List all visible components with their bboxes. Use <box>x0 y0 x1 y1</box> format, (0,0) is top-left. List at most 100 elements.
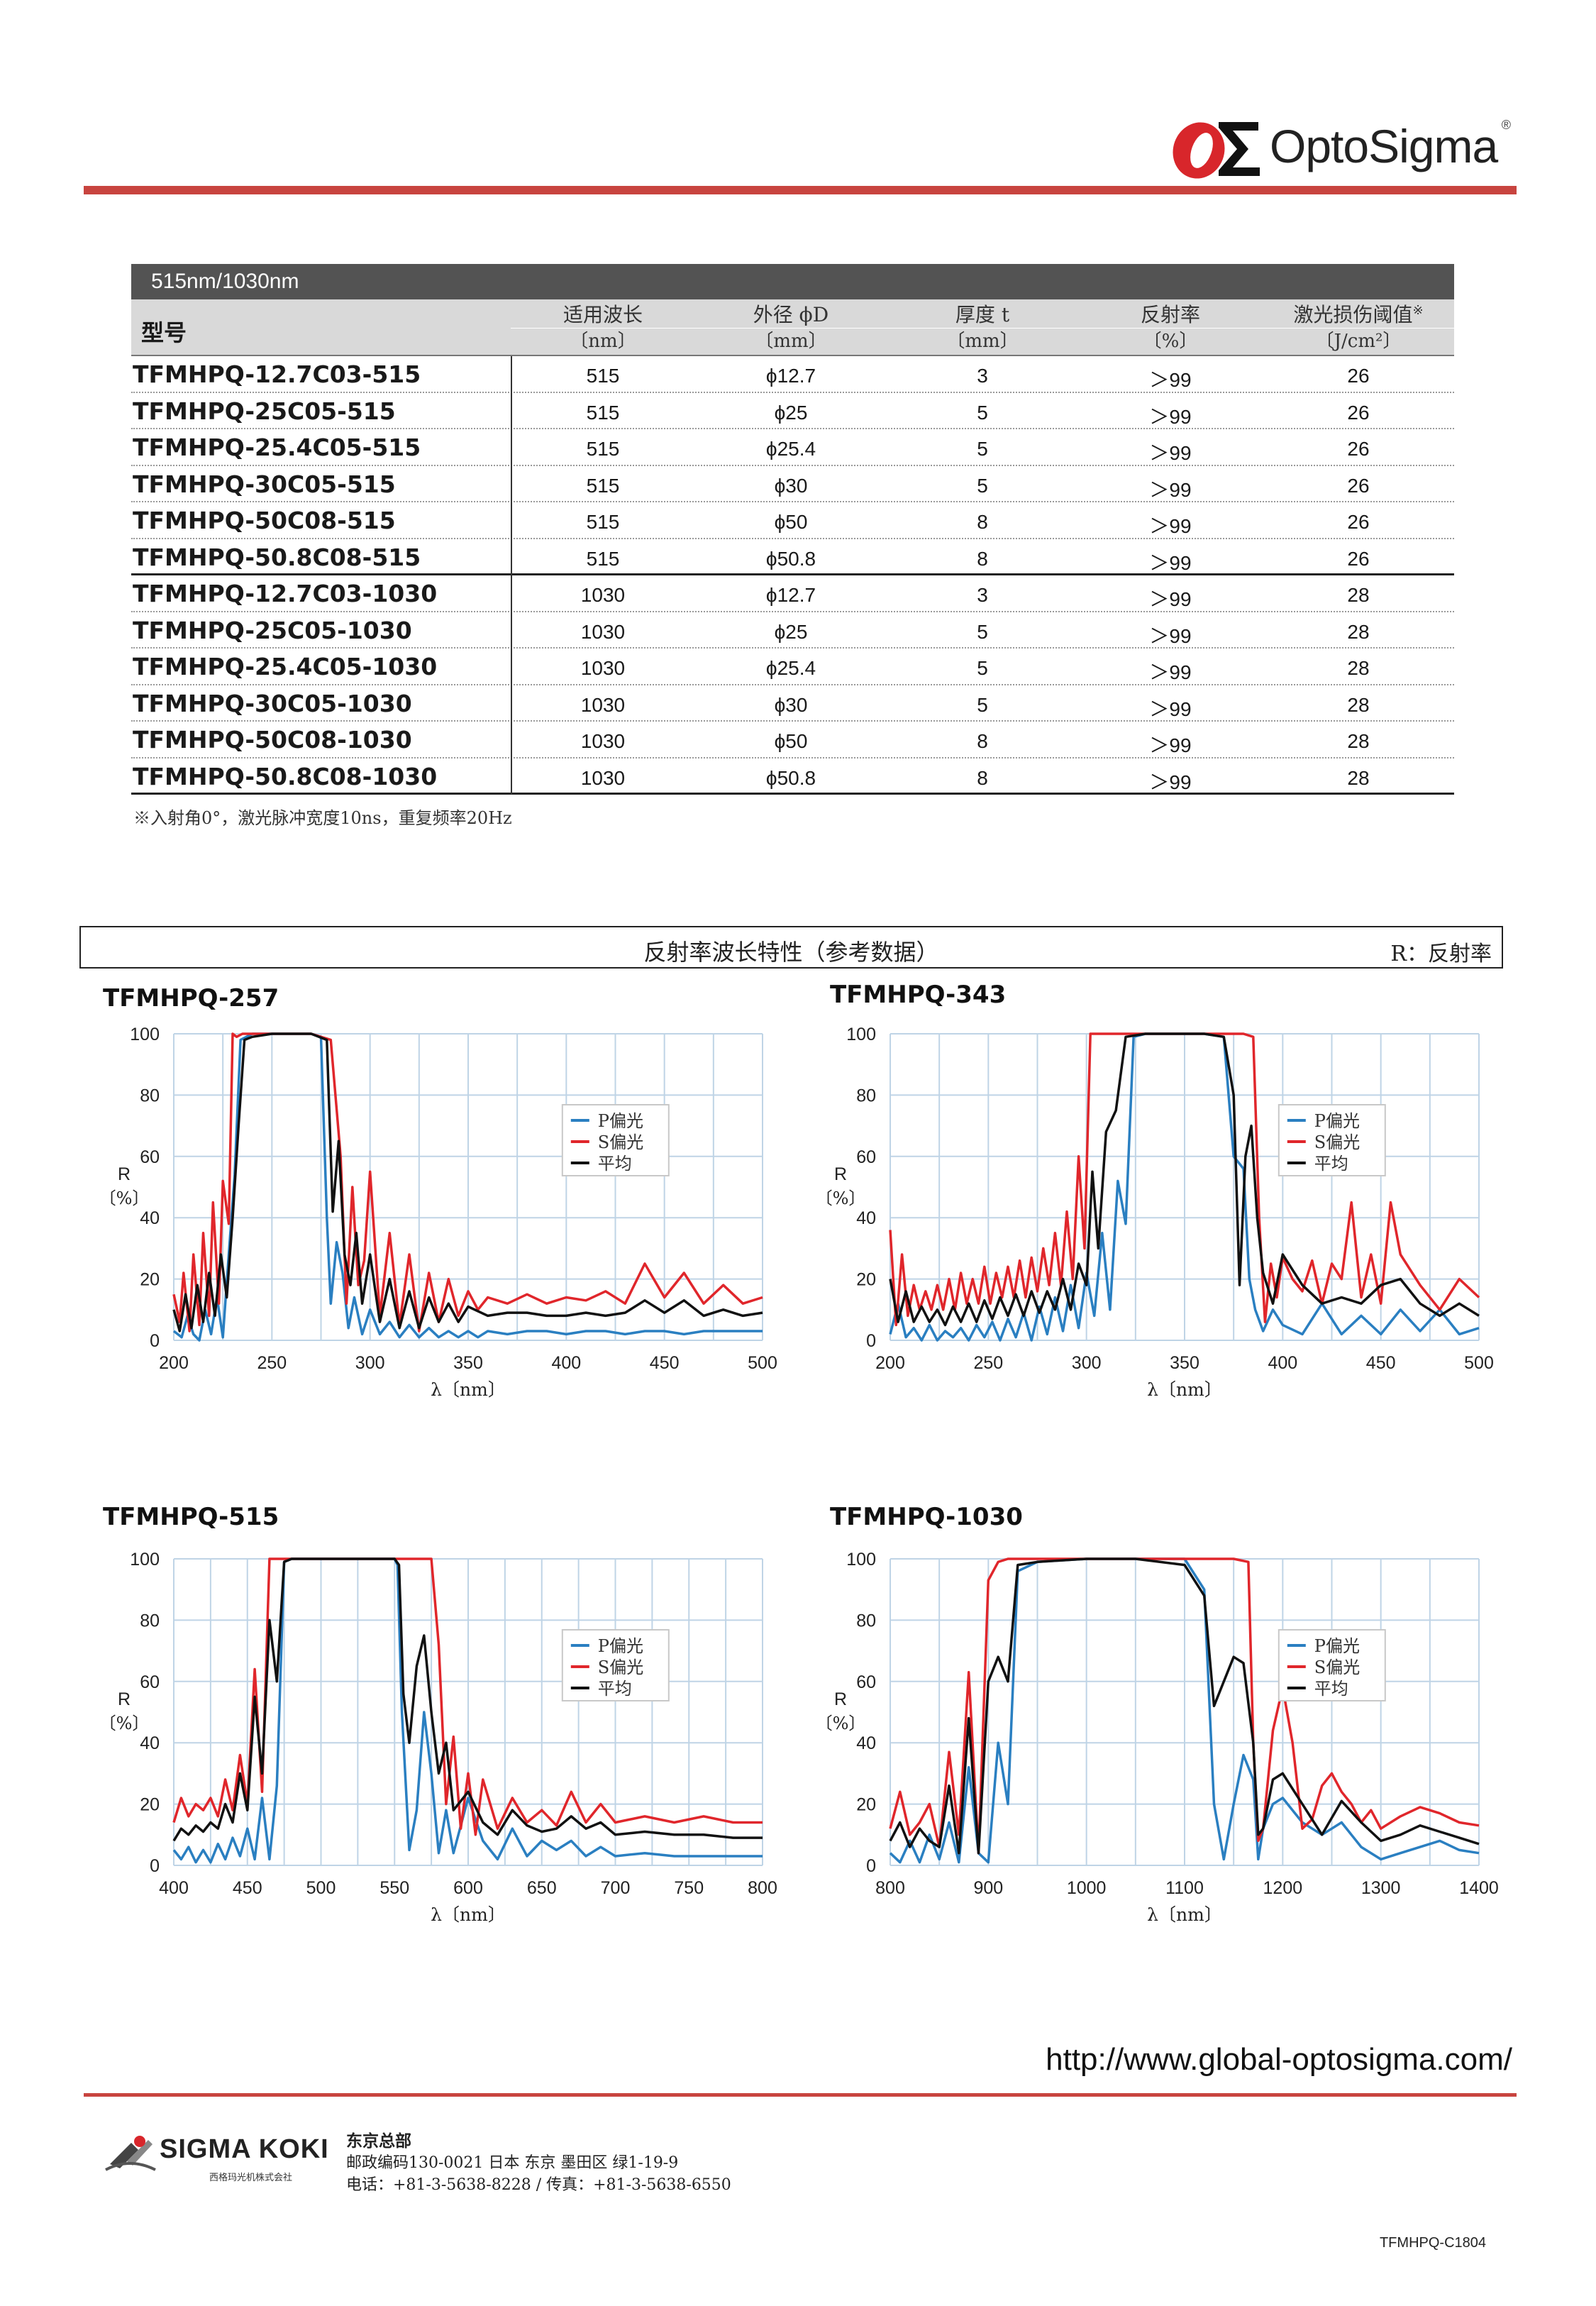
spec-table-body: TFMHPQ-12.7C03-515 515 ϕ12.7 3 ＞99 26 TFMHPQ-2… <box>131 356 1454 795</box>
x-tick-label: 400 <box>159 1878 189 1898</box>
model-number: TFMHPQ-25.4C05-1030 <box>133 653 438 680</box>
legend-entry: S偏光 <box>1314 1132 1360 1152</box>
brand-name: OptoSigma <box>1270 120 1498 172</box>
sigma-koki-mark-icon <box>105 2136 156 2171</box>
y-tick-label: 80 <box>140 1611 160 1631</box>
model-number: TFMHPQ-12.7C03-515 <box>133 360 421 388</box>
chart-section-title: 反射率波长特性（参考数据） <box>643 939 939 966</box>
cell-wavelength: 515 <box>586 401 620 424</box>
cell-reflectance: ＞99 <box>1149 624 1192 647</box>
x-tick-label: 400 <box>551 1353 581 1373</box>
table-row: TFMHPQ-50C08-515 515 ϕ50 8 ＞99 26 <box>131 502 1454 539</box>
x-tick-label: 550 <box>379 1878 409 1898</box>
series-line-p <box>889 1032 1480 1342</box>
x-tick-label: 250 <box>973 1353 1003 1373</box>
table-footnote: ※入射角0°，激光脉冲宽度10ns，重复频率20Hz <box>133 808 512 828</box>
legend-entry: P偏光 <box>1314 1111 1360 1131</box>
table-row: TFMHPQ-50.8C08-515 515 ϕ50.8 8 ＞99 26 <box>131 539 1454 575</box>
legend-entry: 平均 <box>598 1154 632 1174</box>
cell-diameter: ϕ25.4 <box>765 438 816 460</box>
y-tick-label: 60 <box>856 1147 876 1167</box>
x-tick-label: 1200 <box>1263 1878 1303 1898</box>
model-number: TFMHPQ-50C08-515 <box>133 507 396 534</box>
x-tick-label: 600 <box>453 1878 483 1898</box>
chart-title-343: TFMHPQ-343 <box>830 981 1007 1009</box>
cell-damage-threshold: 26 <box>1347 365 1370 387</box>
cell-thickness: 5 <box>977 657 988 679</box>
series-line-s <box>172 1032 763 1333</box>
office-name: 东京总部 <box>346 2132 411 2151</box>
phone-fax: 电话：+81-3-5638-8228 / 传真：+81-3-5638-6550 <box>346 2176 731 2194</box>
y-tick-label: 100 <box>846 1550 876 1569</box>
spec-table: 515nm/1030nm 型号 适用波长 〔nm〕 外径 ϕD 〔mm〕 厚度 … <box>131 264 1454 795</box>
y-tick-label: 20 <box>140 1795 160 1815</box>
series-line-avg <box>889 1557 1480 1855</box>
table-row: TFMHPQ-50C08-1030 1030 ϕ50 8 ＞99 28 <box>131 722 1454 758</box>
cell-diameter: ϕ25.4 <box>765 657 816 679</box>
cell-damage-threshold: 26 <box>1347 474 1370 497</box>
x-tick-label: 500 <box>748 1353 777 1373</box>
model-number: TFMHPQ-25C05-515 <box>133 397 396 425</box>
model-number: TFMHPQ-50.8C08-515 <box>133 543 421 571</box>
header-thickness: 厚度 t 〔mm〕 <box>887 299 1078 356</box>
reflectance-chart-257: 200 250 300 350 400 450 500 0 20 40 60 80 100 λ〔nm〕 R 〔… <box>99 1025 777 1400</box>
legend-entry: S偏光 <box>598 1132 643 1152</box>
x-tick-label: 1400 <box>1459 1878 1499 1898</box>
x-axis-label: λ〔nm〕 <box>431 1379 506 1400</box>
cell-diameter: ϕ12.7 <box>765 365 816 387</box>
y-axis-unit: 〔%〕 <box>816 1714 866 1733</box>
cell-damage-threshold: 28 <box>1347 766 1370 789</box>
header-damage-threshold: 激光损伤阈值※ 〔J/cm²〕 <box>1263 299 1454 356</box>
cell-thickness: 8 <box>977 766 988 789</box>
cell-thickness: 3 <box>977 365 988 387</box>
y-tick-label: 80 <box>856 1086 876 1105</box>
cell-diameter: ϕ50 <box>774 730 808 752</box>
model-number: TFMHPQ-25C05-1030 <box>133 616 412 644</box>
table-row: TFMHPQ-30C05-1030 1030 ϕ30 5 ＞99 28 <box>131 685 1454 722</box>
y-tick-label: 40 <box>140 1208 160 1228</box>
table-row: TFMHPQ-25C05-515 515 ϕ25 5 ＞99 26 <box>131 393 1454 429</box>
x-tick-label: 250 <box>257 1353 287 1373</box>
legend-entry: 平均 <box>598 1679 632 1699</box>
table-column-divider <box>511 356 512 795</box>
x-axis-label: λ〔nm〕 <box>431 1904 506 1925</box>
y-tick-label: 20 <box>856 1270 876 1290</box>
cell-wavelength: 1030 <box>580 693 626 716</box>
x-axis-label: λ〔nm〕 <box>1147 1904 1222 1925</box>
cell-wavelength: 1030 <box>580 657 626 679</box>
series-line-avg <box>889 1032 1480 1327</box>
chart-section-banner: 反射率波长特性（参考数据） R：反射率 <box>79 926 1503 969</box>
header-model: 型号 <box>141 319 187 346</box>
table-row: TFMHPQ-25C05-1030 1030 ϕ25 5 ＞99 28 <box>131 612 1454 649</box>
reflectance-chart-1030: 800 900 1000 1100 1200 1300 1400 0 20 40 60 80 100 λ〔… <box>816 1550 1499 1925</box>
x-tick-label: 350 <box>453 1353 483 1373</box>
legend-entry: 平均 <box>1314 1679 1348 1699</box>
header-reflectance: 反射率 〔%〕 <box>1078 299 1263 356</box>
cell-diameter: ϕ25 <box>774 620 808 643</box>
cell-diameter: ϕ30 <box>774 693 808 716</box>
footnote-marker: ※ <box>1412 303 1424 318</box>
legend-entry: P偏光 <box>598 1111 643 1131</box>
y-tick-label: 40 <box>856 1733 876 1753</box>
website-link[interactable]: http://www.global-optosigma.com/ <box>1046 2042 1512 2077</box>
x-tick-label: 650 <box>527 1878 557 1898</box>
model-number: TFMHPQ-30C05-1030 <box>133 689 412 717</box>
y-axis-unit: 〔%〕 <box>99 1714 150 1733</box>
company-subname: 西格玛光机株式会社 <box>209 2173 293 2183</box>
series-line-s <box>889 1032 1480 1327</box>
cell-thickness: 8 <box>977 547 988 570</box>
cell-damage-threshold: 26 <box>1347 511 1370 533</box>
y-tick-label: 60 <box>856 1672 876 1692</box>
cell-reflectance: ＞99 <box>1149 478 1192 501</box>
company-address: 东京总部 邮政编码130-0021 日本 东京 墨田区 绿1-19-9 电话：+… <box>346 2127 731 2194</box>
x-tick-label: 350 <box>1170 1353 1199 1373</box>
y-tick-label: 0 <box>150 1856 160 1876</box>
y-axis-unit: 〔%〕 <box>816 1188 866 1208</box>
table-row: TFMHPQ-30C05-515 515 ϕ30 5 ＞99 26 <box>131 466 1454 502</box>
y-tick-label: 0 <box>866 1856 876 1876</box>
cell-damage-threshold: 26 <box>1347 438 1370 460</box>
cell-diameter: ϕ50 <box>774 511 808 533</box>
legend-entry: P偏光 <box>598 1636 643 1656</box>
company-name: SIGMA KOKI <box>160 2134 329 2164</box>
model-number: TFMHPQ-25.4C05-515 <box>133 434 421 461</box>
